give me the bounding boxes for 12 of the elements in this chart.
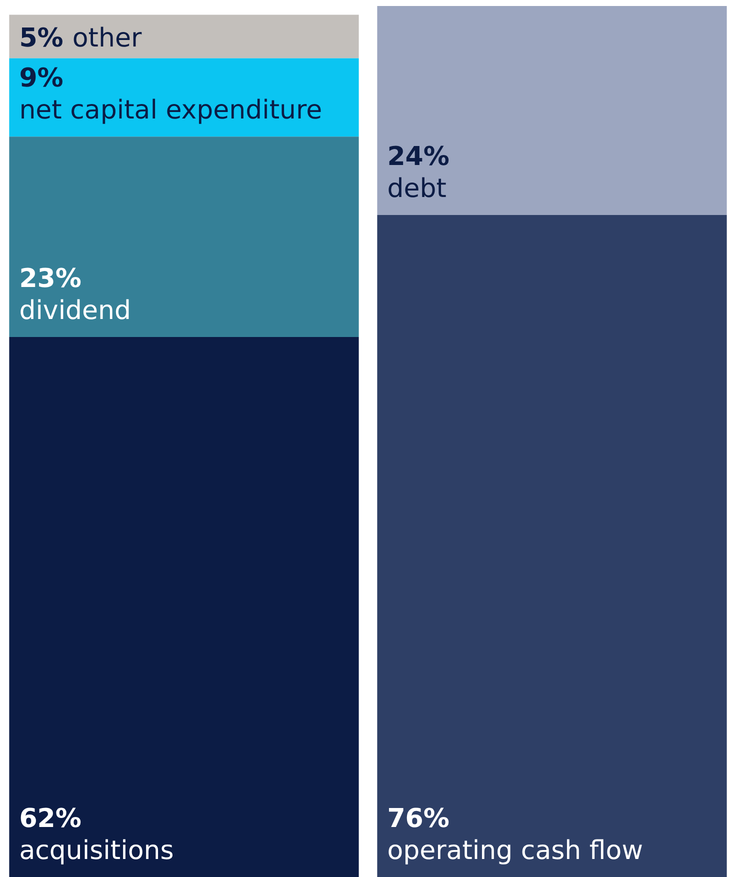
data-label: 23%	[19, 264, 82, 294]
series-label: dividend	[19, 296, 132, 326]
data-label: 62%	[19, 804, 82, 834]
series-label: net capital expenditure	[19, 96, 322, 126]
series-label: other	[72, 23, 142, 54]
data-label: 9%	[19, 64, 64, 94]
series-label: operating cash flow	[387, 836, 643, 866]
data-label: 24%	[387, 142, 450, 172]
series-label: acquisitions	[19, 836, 174, 866]
data-label: 76%	[387, 804, 450, 834]
data-label: 5%	[19, 23, 64, 54]
series-label: debt	[387, 174, 446, 204]
